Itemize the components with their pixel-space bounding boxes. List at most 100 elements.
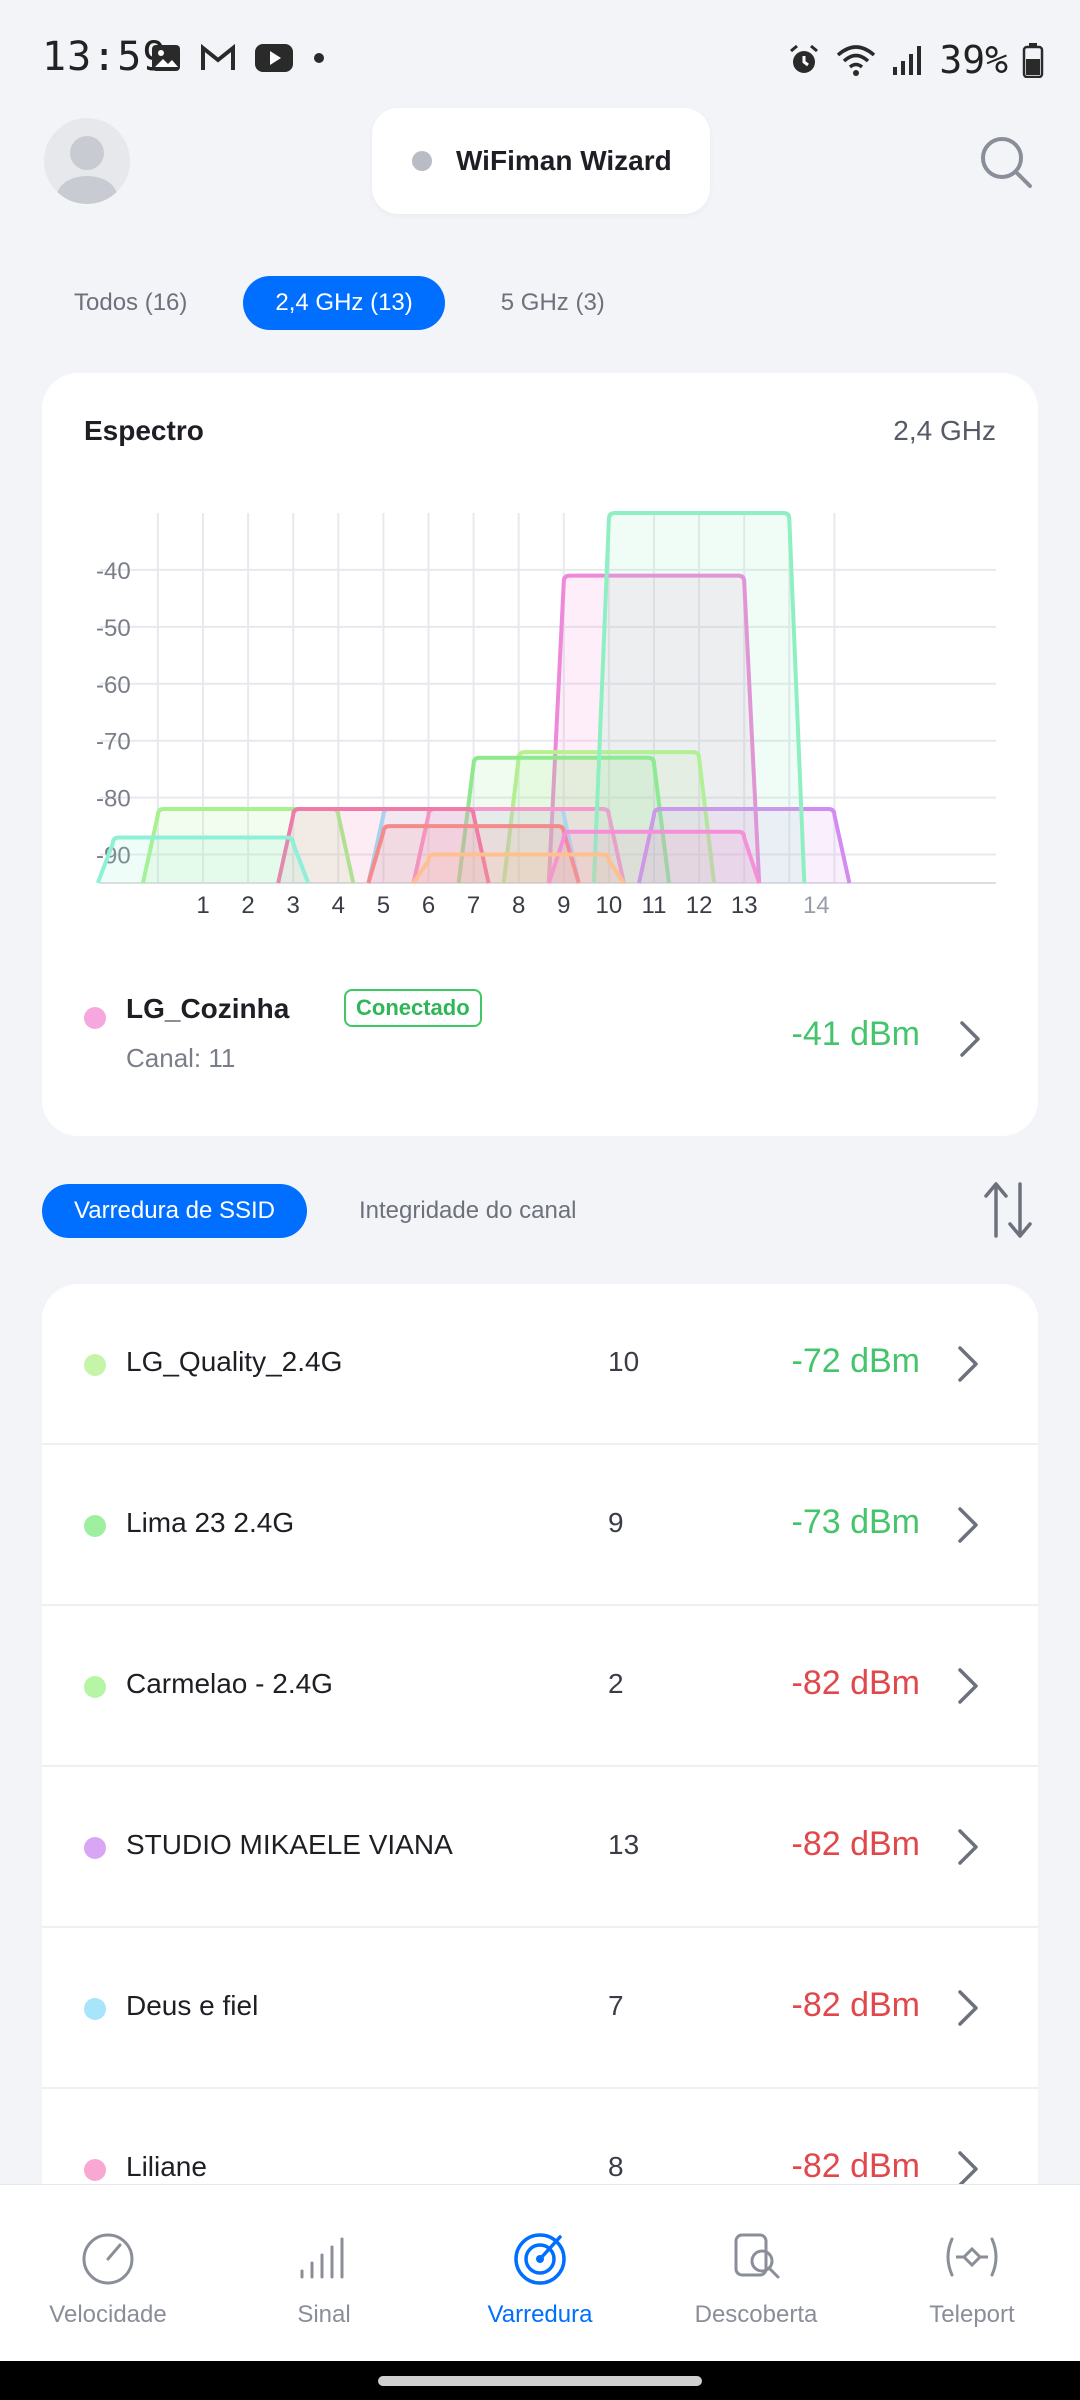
filter-5ghz[interactable]: 5 GHz (3) [500,289,605,316]
channel-area-outline [366,824,581,884]
nav-label-varredura: Varredura [487,2301,593,2328]
network-color-dot [84,1515,106,1537]
channel-area-outline [276,807,491,884]
network-channel: 8 [608,2151,624,2182]
spectrum-title: Espectro [84,415,204,446]
network-list: LG_Quality_2.4G 10 -72 dBm Lima 23 2.4G 9 -73… [42,1284,1038,2250]
wifi-icon [837,45,876,76]
connected-network-color-dot [84,1007,106,1029]
x-tick-label: 2 [241,892,254,919]
network-row[interactable]: STUDIO MIKAELE VIANA 13 -82 dBm [42,1767,1038,1928]
network-ssid: Liliane [126,2151,207,2182]
teleport-icon [946,2237,998,2277]
channel-area-outline [546,829,762,884]
alarm-icon [790,44,819,73]
chevron-right-icon [958,1829,978,1865]
youtube-icon [255,44,293,72]
chevron-right-icon [958,1668,978,1704]
x-tick-label: 1 [196,892,209,919]
network-channel: 9 [608,1507,624,1538]
home-indicator[interactable] [378,2376,702,2386]
connected-badge: Conectado [344,989,482,1027]
channel-area-fill [413,854,624,883]
channel-area-outline [546,573,762,884]
nav-sinal[interactable]: Sinal [216,2185,432,2361]
spectrum-band: 2,4 GHz [893,415,996,446]
channel-area-outline [637,807,852,884]
x-tick-label: 10 [596,892,623,919]
status-time: 13:59 [42,34,168,80]
tab-channel-integrity[interactable]: Integridade do canal [359,1197,577,1224]
x-tick-label: 14 [803,892,830,919]
network-signal: -82 dBm [791,1825,921,1863]
nav-label-descoberta: Descoberta [694,2301,818,2328]
x-tick-label: 12 [686,892,713,919]
scan-mode-tabs: Varredura de SSID Integridade do canal [42,1184,609,1238]
y-tick-label: -50 [96,615,131,642]
network-signal: -82 dBm [791,1986,921,2024]
filter-24ghz[interactable]: 2,4 GHz (13) [243,276,445,330]
battery-percent: 39% [939,38,1008,82]
network-row[interactable]: Liliane 8 -82 dBm [42,2089,1038,2250]
network-row[interactable]: Deus e fiel 7 -82 dBm [42,1928,1038,2089]
network-color-dot [84,1354,106,1376]
search-icon[interactable] [976,132,1036,192]
network-row[interactable]: LG_Quality_2.4G 10 -72 dBm [42,1284,1038,1445]
network-ssid: Lima 23 2.4G [126,1507,295,1538]
network-channel: 10 [608,1346,640,1377]
connected-signal: -41 dBm [791,1015,921,1053]
nav-teleport[interactable]: Teleport [864,2185,1080,2361]
sort-icon[interactable] [982,1178,1034,1242]
band-filter-tabs: Todos (16) 2,4 GHz (13) 5 GHz (3) [42,276,637,330]
channel-area-fill [593,513,805,883]
x-tick-label: 9 [557,892,570,919]
nav-velocidade[interactable]: Velocidade [0,2185,216,2361]
nav-descoberta[interactable]: Descoberta [648,2185,864,2361]
network-signal: -73 dBm [791,1503,921,1541]
network-channel: 2 [608,1668,624,1699]
connected-network-name: LG_Cozinha [126,993,290,1024]
speedometer-icon [82,2233,134,2285]
chevron-right-icon [958,1507,978,1543]
connected-channel: Canal: 11 [126,1043,236,1073]
chevron-right-icon [958,1346,978,1382]
network-ssid: Deus e fiel [126,1990,259,2021]
network-ssid: STUDIO MIKAELE VIANA [126,1829,453,1860]
spectrum-card: -40 -50 -60 -70 -80 -90 1 2 3 4 5 6 7 8 9 10 11 12 13 14 Es… [42,373,1038,1136]
channel-area-outline [95,835,311,884]
filter-all[interactable]: Todos (16) [74,289,188,316]
connected-network-row[interactable]: LG_Cozinha Conectado Canal: 11 -41 dBm [84,979,996,1099]
network-row[interactable]: Carmelao - 2.4G 2 -82 dBm [42,1606,1038,1767]
x-tick-label: 6 [422,892,435,919]
nav-label-velocidade: Velocidade [49,2301,167,2328]
battery-icon [1022,43,1044,78]
x-tick-label: 8 [512,892,525,919]
x-tick-label: 7 [467,892,480,919]
gallery-icon [152,45,180,71]
wifiman-wizard-button[interactable]: WiFiman Wizard [372,108,710,214]
tab-ssid-scan[interactable]: Varredura de SSID [42,1184,307,1238]
network-color-dot [84,1837,106,1859]
y-tick-label: -80 [96,786,131,813]
discovery-icon [734,2233,780,2279]
status-bar: 13:59 39% [0,0,1080,120]
chevron-right-icon [960,1021,980,1057]
network-channel: 13 [608,1829,640,1860]
spectrum-chart: -40-50-60-70-80-901 2 3 4 5 6 7 8 9 10 11 12 13 14 [95,511,996,919]
dot-icon [314,53,324,63]
channel-area-outline [411,852,626,885]
x-tick-label: 11 [642,892,667,919]
channel-area-outline [456,755,671,884]
chevron-right-icon [958,1990,978,2026]
channel-area-outline [501,750,717,884]
network-ssid: Carmelao - 2.4G [126,1668,333,1699]
network-signal: -72 dBm [791,1342,921,1380]
network-ssid: LG_Quality_2.4G [126,1346,343,1377]
x-tick-label: 4 [332,892,345,919]
channel-area-outline [591,511,807,884]
wizard-label: WiFiman Wizard [456,145,672,176]
nav-varredura[interactable]: Varredura [432,2185,648,2361]
profile-avatar[interactable] [44,118,130,204]
network-row[interactable]: Lima 23 2.4G 9 -73 dBm [42,1445,1038,1606]
avatar-icon [57,136,117,204]
